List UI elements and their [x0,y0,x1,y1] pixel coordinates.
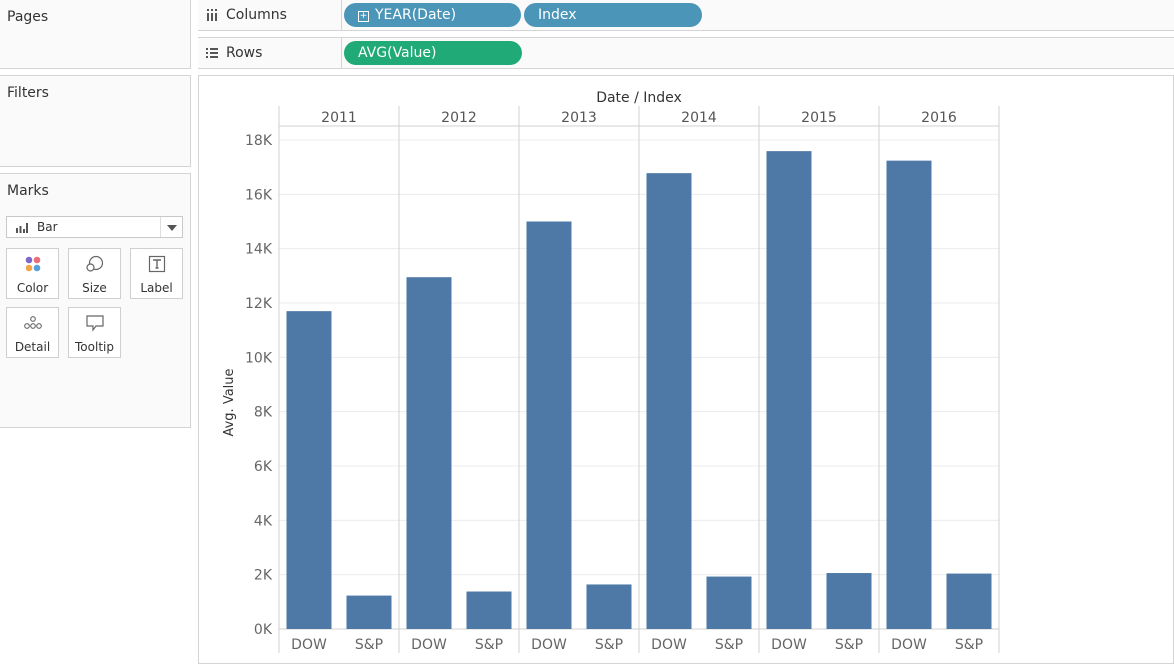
y-tick-label: 18K [245,133,273,149]
size-button-label: Size [82,281,107,295]
color-button-label: Color [16,281,49,295]
bar-dow-2011 [286,311,332,629]
bar-dow-2015 [766,151,812,629]
bar-dow-2012 [406,277,452,629]
shelf-divider [341,38,342,68]
marks-title: Marks [7,183,49,199]
year-header: 2015 [801,110,837,126]
detail-button[interactable]: Detail [6,307,59,358]
marks-card: Marks Bar Color Size [0,173,191,428]
y-tick-label: 4K [254,513,273,529]
y-tick-label: 6K [254,459,273,475]
y-tick-label: 14K [245,242,273,258]
year-header: 2014 [681,110,717,126]
x-tick-label: S&P [715,637,743,653]
bar-chart-icon [16,223,28,233]
expand-plus-icon[interactable]: + [358,11,369,22]
x-tick-label: DOW [771,637,807,653]
rows-icon [206,48,218,58]
y-tick-label: 10K [245,350,273,366]
detail-button-label: Detail [14,340,51,354]
rows-shelf[interactable]: Rows AVG(Value) [198,37,1174,69]
columns-shelf[interactable]: Columns + YEAR(Date) Index [198,0,1174,31]
tooltip-button-label: Tooltip [75,340,114,354]
bar-chart: Date / Index 2011 2012 2013 2014 2015 2016 0K 2K… [222,90,1000,653]
bar-dow-2013 [526,221,572,629]
year-date-pill-label: YEAR(Date) [375,7,457,23]
columns-icon [207,9,217,21]
index-pill[interactable]: Index [524,3,702,27]
y-axis-label: Avg. Value [222,368,237,436]
pages-title: Pages [7,9,49,25]
filters-card[interactable]: Filters [0,75,191,167]
y-tick-label: 0K [254,622,273,638]
size-icon [85,255,103,272]
index-pill-label: Index [538,7,577,23]
year-header: 2013 [561,110,597,126]
tooltip-button[interactable]: Tooltip [68,307,121,358]
rows-label: Rows [226,45,263,61]
x-tick-label: DOW [291,637,327,653]
bar-sp-2016 [946,573,992,629]
x-tick-label: S&P [835,637,863,653]
columns-label: Columns [226,7,287,23]
x-tick-label: S&P [955,637,983,653]
bar-sp-2012 [466,591,512,629]
mark-type-label: Bar [37,220,58,234]
bar-dow-2014 [646,173,692,629]
chart-title: Date / Index [596,90,682,106]
x-tick-label: DOW [411,637,447,653]
year-header: 2012 [441,110,477,126]
mark-type-dropdown[interactable]: Bar [6,216,183,238]
bar-sp-2015 [826,573,872,629]
bar-sp-2013 [586,584,632,629]
dropdown-separator [160,217,161,237]
detail-icon [23,316,42,329]
year-header: 2011 [321,110,357,126]
color-icon [25,256,40,272]
label-button[interactable]: Label [130,248,183,299]
shelf-divider [341,0,342,30]
filters-title: Filters [7,85,49,101]
x-tick-label: S&P [475,637,503,653]
year-header: 2016 [921,110,957,126]
chevron-down-icon[interactable] [167,225,177,231]
year-date-pill[interactable]: + YEAR(Date) [344,3,521,27]
y-tick-label: 2K [254,568,273,584]
x-tick-label: DOW [531,637,567,653]
label-button-label: Label [140,281,173,295]
chart-panel: Date / Index 2011 2012 2013 2014 2015 2016 0K 2K… [198,75,1174,664]
y-tick-label: 8K [254,405,273,421]
bar-dow-2016 [886,160,932,629]
bar-sp-2011 [346,595,392,629]
bar-sp-2014 [706,576,752,629]
x-tick-label: S&P [595,637,623,653]
y-tick-label: 16K [245,187,273,203]
avg-value-pill[interactable]: AVG(Value) [344,41,522,65]
x-tick-label: S&P [355,637,383,653]
color-button[interactable]: Color [6,248,59,299]
avg-value-pill-label: AVG(Value) [358,45,437,61]
label-icon [148,255,165,273]
size-button[interactable]: Size [68,248,121,299]
tooltip-icon [85,315,104,332]
y-tick-label: 12K [245,296,273,312]
x-tick-label: DOW [651,637,687,653]
pages-card: Pages [0,0,191,69]
x-tick-label: DOW [891,637,927,653]
